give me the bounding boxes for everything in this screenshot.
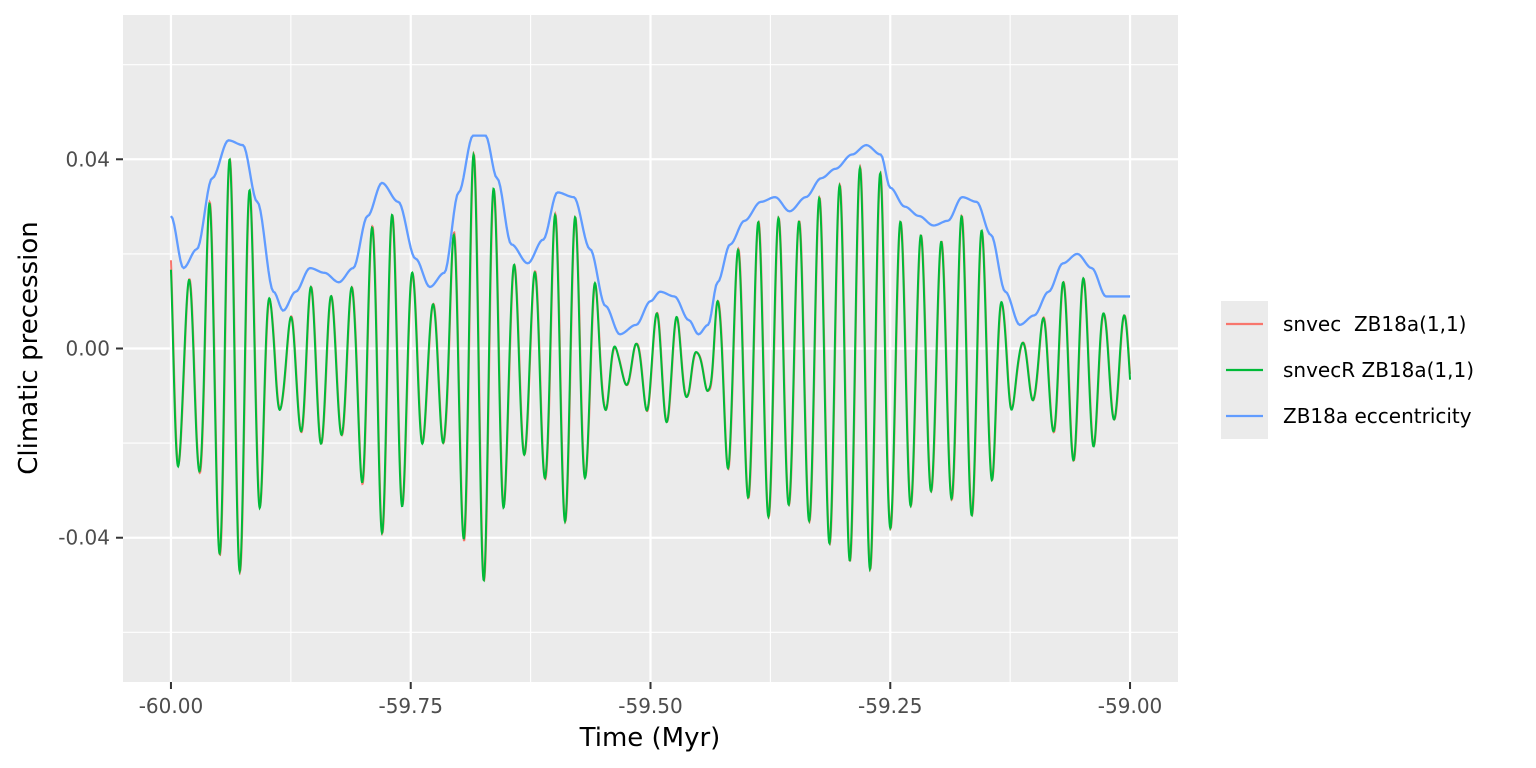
y-axis-title: Climatic precession bbox=[14, 221, 44, 474]
x-tick-label: -59.50 bbox=[618, 694, 682, 718]
x-tick-label: -59.00 bbox=[1098, 694, 1162, 718]
legend: snvec ZB18a(1,1) snvecR ZB18a(1,1) ZB18a e… bbox=[1221, 301, 1474, 439]
x-axis-title: Time (Myr) bbox=[579, 723, 721, 753]
y-tick-label: -0.04 bbox=[58, 526, 110, 550]
x-axis: -60.00 -59.75 -59.50 -59.25 -59.00 bbox=[139, 682, 1162, 718]
series-line bbox=[169, 151, 1132, 583]
legend-label: ZB18a eccentricity bbox=[1283, 404, 1472, 428]
y-tick-label: 0.00 bbox=[65, 337, 110, 361]
series-layer bbox=[169, 134, 1132, 583]
y-axis: -0.04 0.00 0.04 bbox=[58, 147, 123, 550]
legend-label: snvecR ZB18a(1,1) bbox=[1283, 358, 1474, 382]
x-tick-label: -59.25 bbox=[858, 694, 922, 718]
y-tick-label: 0.04 bbox=[65, 147, 110, 171]
x-tick-label: -60.00 bbox=[139, 694, 203, 718]
legend-label: snvec ZB18a(1,1) bbox=[1283, 312, 1467, 336]
x-tick-label: -59.75 bbox=[378, 694, 442, 718]
series-line bbox=[170, 134, 1131, 336]
grid-major bbox=[123, 15, 1178, 682]
